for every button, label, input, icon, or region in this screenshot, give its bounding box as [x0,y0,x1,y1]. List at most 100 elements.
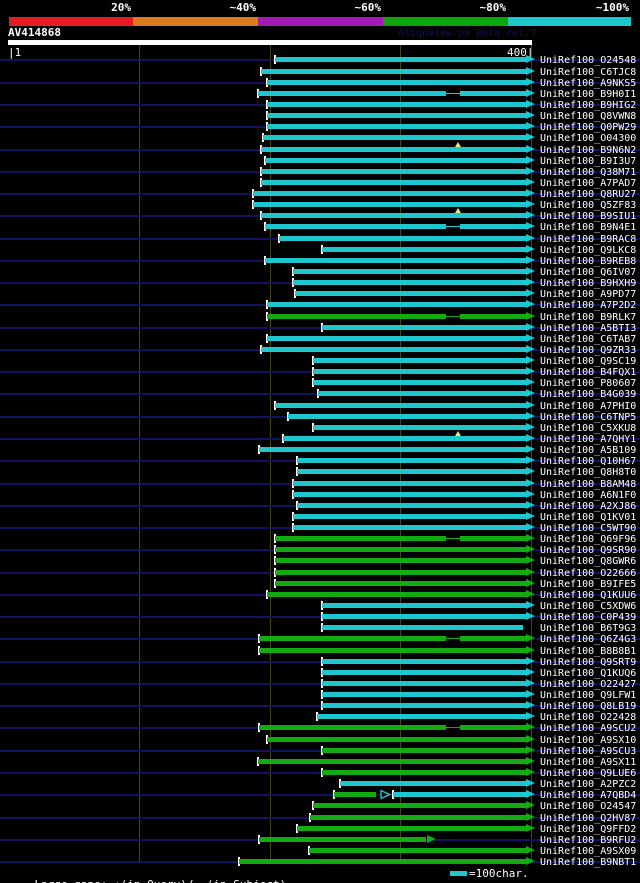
hit-bar[interactable] [322,246,526,252]
hit-label[interactable]: UniRef100_A9SX11 [540,756,637,768]
hit-label[interactable]: UniRef100_B9NBT1 [540,857,637,868]
hit-arrowhead-icon[interactable] [525,144,535,153]
hit-arrowhead-icon[interactable] [525,612,535,621]
hit-arrowhead-icon[interactable] [525,823,535,832]
hit-arrowhead-icon[interactable] [525,589,535,598]
hit-arrowhead-icon[interactable] [525,768,535,776]
hit-arrowhead-icon[interactable] [525,300,535,309]
hit-label[interactable]: UniRef100_Q69F96 [540,534,637,546]
hit-bar[interactable] [322,680,526,686]
hit-arrowhead-icon[interactable] [525,400,535,409]
hit-bar[interactable] [260,168,526,174]
hit-bar[interactable] [316,714,526,720]
hit-bar[interactable] [294,291,526,297]
hit-arrowhead-icon[interactable] [525,244,535,253]
hit-bar[interactable] [279,235,526,241]
hit-label[interactable]: UniRef100_A7PAD7 [540,177,637,189]
hit-label[interactable]: UniRef100_B9I3U7 [540,155,637,167]
hit-arrowhead-icon[interactable] [426,834,436,843]
hit-label[interactable]: UniRef100_Q9LUE6 [540,768,637,779]
hit-arrowhead-icon[interactable] [525,745,535,754]
hit-arrowhead-icon[interactable] [525,322,535,331]
hit-label[interactable]: UniRef100_B9HIG2 [540,99,637,111]
hit-arrowhead-icon[interactable] [525,723,535,732]
hit-bar[interactable] [297,825,526,831]
hit-bar[interactable] [293,480,526,486]
hit-arrowhead-icon[interactable] [525,333,535,342]
hit-bar[interactable] [322,324,526,330]
hit-label[interactable]: UniRef100_Q9LKC8 [540,244,637,256]
hit-bar[interactable] [260,68,526,74]
hit-arrowhead-icon[interactable] [525,489,535,498]
hit-label[interactable]: UniRef100_A5B109 [540,445,637,457]
hit-label[interactable]: UniRef100_C5WT90 [540,523,637,534]
hit-arrowhead-icon[interactable] [525,712,535,721]
hit-bar[interactable] [340,781,526,787]
hit-bar[interactable] [275,57,526,63]
hit-label[interactable]: UniRef100_B9H0I1 [540,88,637,100]
hit-arrowhead-icon[interactable] [525,857,535,865]
hit-label[interactable]: UniRef100_B9REB8 [540,255,637,267]
hit-bar[interactable] [267,335,526,341]
hit-bar[interactable] [275,569,526,575]
hit-bar[interactable] [238,859,526,864]
hit-bar[interactable] [322,770,526,775]
hit-arrowhead-icon[interactable] [525,467,535,476]
hit-label[interactable]: UniRef100_Q8VWN8 [540,111,637,123]
hit-bar[interactable] [293,513,526,519]
hit-bar[interactable] [282,436,526,441]
hit-arrowhead-icon[interactable] [525,155,535,164]
hit-label[interactable]: UniRef100_Q6IV07 [540,266,637,278]
hit-bar[interactable] [275,580,526,586]
hit-arrowhead-icon[interactable] [525,233,535,242]
hit-label[interactable]: UniRef100_B8AM48 [540,478,637,490]
hit-bar[interactable] [297,458,526,464]
hit-arrowhead-icon[interactable] [525,55,535,64]
hit-arrowhead-icon[interactable] [525,656,535,665]
hit-label[interactable]: UniRef100_B4FQX1 [540,367,637,379]
hit-label[interactable]: UniRef100_A9SCU3 [540,745,637,757]
hit-arrowhead-icon[interactable] [525,456,535,465]
hit-label[interactable]: UniRef100_B9IFE5 [540,578,637,590]
hit-bar[interactable] [312,358,526,363]
hit-arrowhead-icon[interactable] [525,367,535,376]
hit-bar[interactable] [267,124,526,130]
hit-arrowhead-icon[interactable] [525,556,535,565]
hit-arrowhead-icon[interactable] [525,177,535,186]
hit-bar[interactable] [322,692,526,697]
hit-bar[interactable] [260,179,526,185]
hit-arrowhead-icon[interactable] [525,523,535,531]
hit-bar[interactable] [322,658,526,664]
hit-label[interactable]: UniRef100_A2PZC2 [540,779,637,791]
hit-bar[interactable] [264,257,526,263]
hit-arrowhead-icon[interactable] [525,344,535,353]
hit-arrowhead-icon[interactable] [525,511,535,520]
hit-bar[interactable] [293,491,526,497]
hit-arrowhead-icon[interactable] [525,289,535,298]
hit-bar[interactable] [322,603,526,608]
hit-arrowhead-icon[interactable] [525,77,535,86]
hit-arrowhead-icon[interactable] [525,434,535,442]
hit-label[interactable]: UniRef100_A6N1F0 [540,489,637,501]
hit-label[interactable]: UniRef100_A7QHY1 [540,434,637,445]
hit-label[interactable]: UniRef100_A7QBD4 [540,790,637,802]
hit-label[interactable]: UniRef100_Q10H67 [540,456,637,468]
hit-label[interactable]: UniRef100_O22428 [540,712,637,724]
hit-arrowhead-icon[interactable] [525,311,535,320]
hit-label[interactable]: UniRef100_C5XDW6 [540,601,637,612]
hit-bar[interactable] [259,725,526,731]
hit-label[interactable]: UniRef100_A9SX10 [540,734,637,746]
hit-arrowhead-icon[interactable] [525,601,535,609]
hit-bar[interactable] [260,213,526,219]
hit-arrowhead-icon[interactable] [525,567,535,576]
hit-bar[interactable] [312,369,526,375]
hit-arrowhead-icon[interactable] [525,500,535,509]
hit-bar[interactable] [267,302,526,308]
hit-arrowhead-icon[interactable] [525,88,535,97]
hit-arrowhead-icon[interactable] [525,255,535,264]
hit-bar[interactable] [275,547,526,553]
hit-arrowhead-icon[interactable] [525,734,535,743]
hit-label[interactable]: UniRef100_Q0PW29 [540,122,637,134]
hit-bar[interactable] [267,591,526,597]
hit-label[interactable]: UniRef100_Q9SR90 [540,545,637,557]
